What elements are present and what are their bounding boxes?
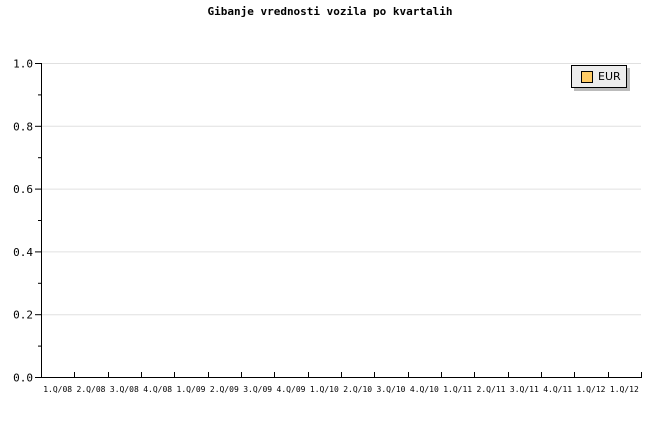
x-tick-label: 4.Q/09: [277, 385, 306, 394]
y-tick-label: 0.8: [13, 120, 33, 133]
x-tick-label: 1.Q/11: [443, 385, 472, 394]
y-tick-label: 0.6: [13, 183, 33, 196]
x-tick-label: 2.Q/11: [477, 385, 506, 394]
legend-label-eur: EUR: [598, 70, 621, 83]
x-tick-label: 4.Q/08: [143, 385, 172, 394]
legend: EUR: [571, 65, 627, 88]
x-tick-label: 3.Q/11: [510, 385, 539, 394]
x-tick-label: 3.Q/08: [110, 385, 139, 394]
x-tick-label: 4.Q/10: [410, 385, 439, 394]
x-tick-label: 2.Q/08: [77, 385, 106, 394]
x-tick-label: 3.Q/09: [243, 385, 272, 394]
y-tick-label: 0.2: [13, 309, 33, 322]
x-tick-label: 1.Q/12: [577, 385, 606, 394]
y-tick-label: 0.0: [13, 372, 33, 385]
y-tick-label: 1.0: [13, 58, 33, 71]
x-tick-label: 2.Q/10: [343, 385, 372, 394]
x-tick-label: 3.Q/10: [377, 385, 406, 394]
legend-swatch-eur: [581, 71, 593, 83]
x-tick-label: 1.Q/09: [177, 385, 206, 394]
x-tick-label: 1.Q/12: [610, 385, 639, 394]
x-tick-label: 1.Q/08: [43, 385, 72, 394]
y-tick-label: 0.4: [13, 246, 33, 259]
x-tick-label: 2.Q/09: [210, 385, 239, 394]
x-tick-label: 1.Q/10: [310, 385, 339, 394]
chart-title: Gibanje vrednosti vozila po kvartalih: [207, 5, 453, 18]
x-tick-label: 4.Q/11: [543, 385, 572, 394]
